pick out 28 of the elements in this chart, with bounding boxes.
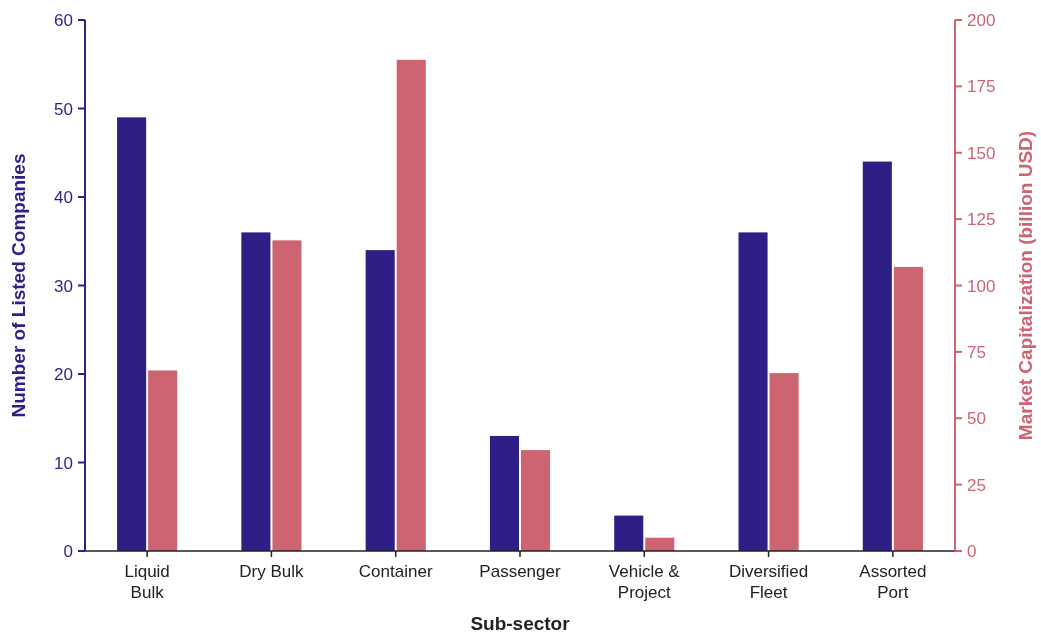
y2-tick-label: 100 (967, 276, 996, 296)
y-tick-label: 50 (54, 99, 73, 119)
y-tick-label: 30 (54, 276, 73, 296)
y-tick-label: 10 (54, 453, 73, 473)
x-tick-label: Diversified Fleet (728, 562, 809, 602)
y2-tick-label: 75 (967, 342, 986, 362)
y2-tick-label: 0 (967, 542, 977, 561)
y2-tick-label: 50 (967, 409, 986, 429)
x-tick-label: Vehicle & Project (608, 562, 681, 602)
y-tick-label: 20 (54, 365, 73, 384)
bar (117, 117, 147, 551)
x-tick-label: Container (358, 562, 433, 581)
y-tick-label: 40 (54, 188, 73, 207)
bar (614, 515, 644, 551)
x-axis-title: Sub-sector (470, 613, 571, 634)
y-axis-title: Number of Listed Companies (8, 153, 29, 418)
y2-tick-label: 200 (967, 11, 996, 30)
x-tick-label: Passenger (479, 562, 561, 581)
x-tick-label: Assorted Port (859, 562, 927, 602)
y2-tick-label: 25 (967, 475, 986, 495)
y-tick-label: 0 (63, 542, 73, 561)
y2-tick-label: 125 (967, 210, 996, 230)
y-tick-label: 60 (54, 11, 73, 30)
y2-axis-title: Market Capitalization (billion USD) (1015, 130, 1036, 441)
y2-tick-label: 175 (967, 77, 996, 97)
y2-tick-label: 150 (967, 143, 996, 163)
x-tick-label: Dry Bulk (239, 562, 305, 581)
x-tick-label: Liquid Bulk (124, 562, 170, 602)
